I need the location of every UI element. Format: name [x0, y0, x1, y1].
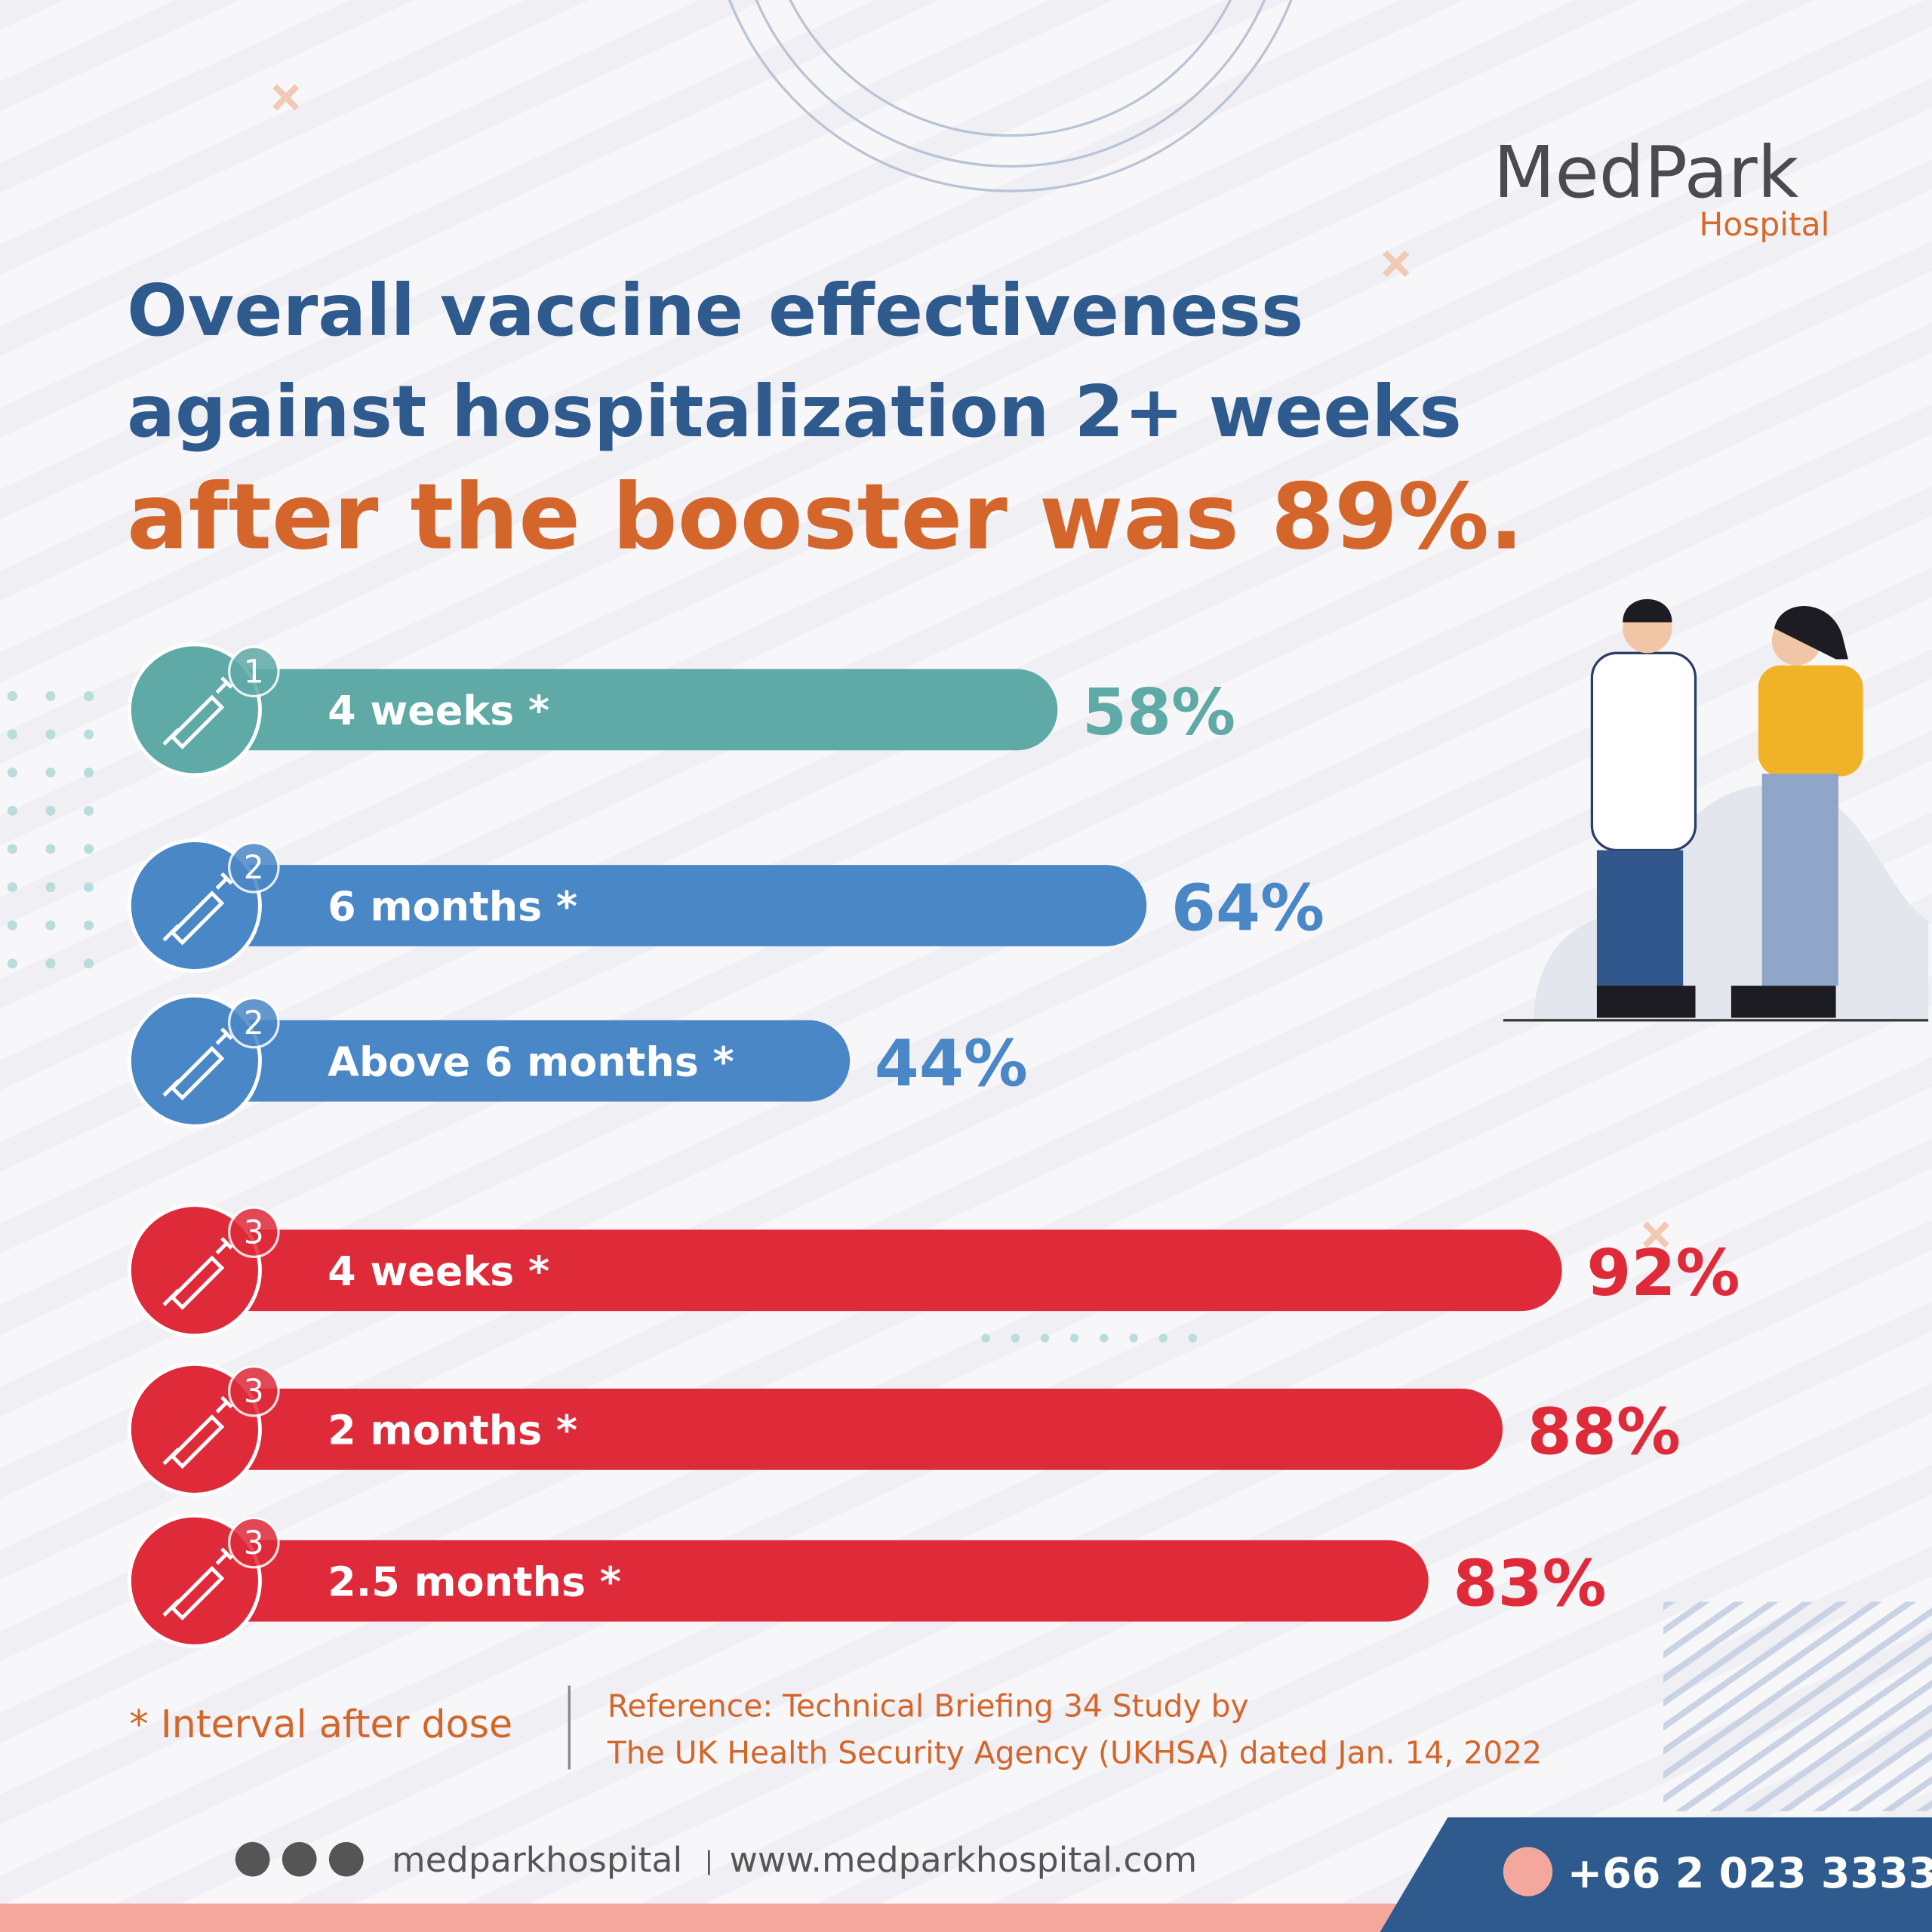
dose-circle — [127, 642, 262, 777]
reference-line: Reference: Technical Briefing 34 Study b… — [608, 1687, 1249, 1724]
dose-badge — [228, 1516, 280, 1569]
syringe-icon — [162, 1395, 233, 1469]
dot — [84, 958, 94, 969]
dot — [45, 768, 56, 778]
dot — [1158, 1334, 1168, 1343]
dot — [84, 729, 94, 740]
dose-number: 3 — [244, 1525, 264, 1562]
decor-dots — [7, 691, 1198, 1343]
dot — [1129, 1334, 1138, 1343]
logo-name: MedPark — [1494, 131, 1799, 214]
website[interactable]: www.medparkhospital.com — [730, 1840, 1198, 1880]
dot — [45, 691, 56, 701]
syringe-icon — [162, 1237, 233, 1310]
dose-number: 3 — [244, 1214, 264, 1251]
social-icons — [235, 1841, 364, 1877]
dot — [7, 691, 17, 701]
dose-badge — [228, 1206, 280, 1258]
dot — [7, 768, 17, 778]
dose-badge — [228, 996, 280, 1049]
dot — [84, 844, 94, 854]
dot — [45, 844, 56, 854]
title-line: against hospitalization 2+ weeks — [127, 371, 1462, 454]
dot — [84, 768, 94, 778]
dose-badge — [228, 1364, 280, 1417]
logo-sub: Hospital — [1699, 207, 1829, 244]
dot — [7, 920, 17, 931]
decor-arcs — [728, 0, 1293, 192]
dot — [7, 958, 17, 969]
dot — [7, 844, 17, 854]
value-label: 64% — [1171, 872, 1324, 946]
phone-panel — [1380, 1817, 1932, 1932]
dot — [45, 920, 56, 931]
bar — [197, 1229, 1562, 1312]
dot — [1188, 1334, 1198, 1343]
value-label: 92% — [1586, 1236, 1740, 1311]
title-line: Overall vaccine effectiveness — [127, 269, 1303, 352]
dose-number: 3 — [244, 1374, 264, 1411]
category-label: 2 months * — [328, 1406, 577, 1454]
dot — [84, 691, 94, 701]
footnote: * Interval after dose — [129, 1702, 512, 1746]
dose-number: 2 — [244, 1005, 264, 1042]
bar — [197, 1389, 1503, 1470]
separator: | — [705, 1847, 713, 1875]
dose-number: 2 — [244, 850, 264, 887]
dot — [1100, 1334, 1109, 1343]
dot — [45, 805, 56, 816]
dot — [7, 805, 17, 816]
dose-badge — [228, 841, 280, 894]
dot — [84, 805, 94, 816]
syringe-icon — [162, 1547, 233, 1621]
category-label: 6 months * — [328, 883, 577, 931]
dot — [1040, 1334, 1050, 1343]
illustration — [1503, 598, 1929, 1022]
dot — [7, 881, 17, 893]
dot — [45, 958, 56, 969]
dot — [981, 1334, 990, 1343]
dose-badge — [228, 645, 280, 698]
syringe-icon — [162, 676, 233, 749]
value-label: 88% — [1527, 1395, 1681, 1470]
category-label: 2.5 months * — [328, 1558, 621, 1605]
decor-crosses — [272, 84, 1669, 1248]
dose-circle — [127, 1361, 262, 1497]
dose-circle — [127, 1513, 262, 1648]
dot — [84, 920, 94, 931]
category-label: 4 weeks * — [328, 1247, 549, 1295]
dot — [84, 881, 94, 893]
bar — [197, 1020, 851, 1102]
category-label: Above 6 months * — [328, 1038, 734, 1085]
phone-icon — [1503, 1847, 1553, 1897]
bar — [197, 669, 1058, 751]
category-label: 4 weeks * — [328, 687, 549, 734]
dot — [7, 729, 17, 740]
dose-circle — [127, 838, 262, 973]
decor-hatch — [1663, 1601, 1932, 1811]
bar — [197, 865, 1147, 946]
dose-circle — [127, 993, 262, 1128]
value-label: 83% — [1453, 1546, 1606, 1621]
dot — [1069, 1334, 1079, 1343]
dose-number: 1 — [244, 654, 264, 691]
reference-line: The UK Health Security Agency (UKHSA) da… — [607, 1734, 1542, 1770]
social-handle[interactable]: medparkhospital — [392, 1840, 682, 1880]
syringe-icon — [162, 1027, 233, 1101]
dot — [45, 729, 56, 740]
subtitle: after the booster was 89%. — [127, 465, 1524, 571]
syringe-icon — [162, 872, 233, 946]
bar — [197, 1540, 1429, 1622]
dot — [45, 881, 56, 893]
value-label: 44% — [875, 1026, 1028, 1101]
value-label: 58% — [1082, 675, 1235, 750]
phone[interactable]: +66 2 023 3333 — [1567, 1849, 1932, 1898]
dot — [1011, 1334, 1020, 1343]
dose-circle — [127, 1203, 262, 1338]
